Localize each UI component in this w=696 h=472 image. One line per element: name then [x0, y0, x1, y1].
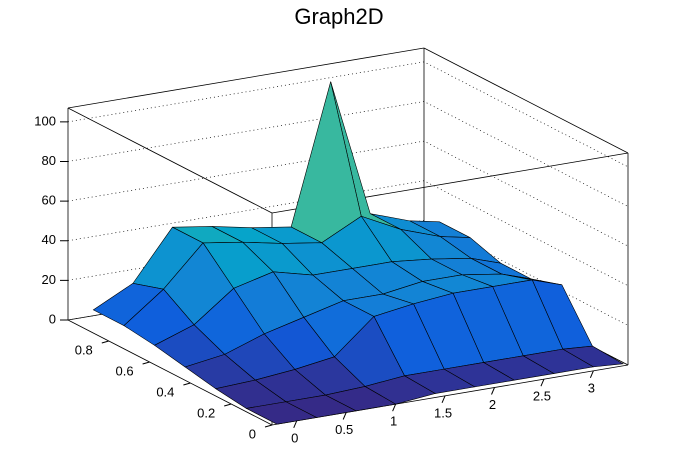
- x-tick-label: 3: [588, 380, 595, 395]
- box-edge: [67, 47, 425, 109]
- z-tick-label: 60: [42, 193, 56, 208]
- grid-line: [67, 101, 629, 207]
- box-edge: [423, 47, 629, 154]
- z-tick-label: 0: [49, 311, 56, 326]
- x-tick-label: 2.5: [533, 389, 551, 404]
- x-tick: [540, 378, 545, 387]
- box-edge: [67, 319, 273, 426]
- x-tick: [491, 387, 495, 395]
- z-tick-label: 80: [42, 153, 56, 168]
- x-tick-label: 1.5: [434, 405, 452, 420]
- box-edge: [67, 107, 273, 214]
- z-tick-label: 20: [42, 272, 56, 287]
- y-tick-label: 0.6: [116, 363, 134, 378]
- chart-title: Graph2D: [294, 4, 383, 29]
- z-tick-label: 100: [34, 113, 56, 128]
- x-tick-label: 0.5: [335, 422, 353, 437]
- y-tick-label: 0: [249, 426, 256, 441]
- x-tick-label: 2: [489, 397, 496, 412]
- y-tick-label: 0.2: [197, 405, 215, 420]
- y-tick-label: 0.4: [156, 384, 174, 399]
- y-tick: [264, 424, 273, 428]
- x-tick: [392, 403, 397, 412]
- grid-line: [67, 180, 629, 287]
- x-tick-label: 0: [291, 430, 298, 445]
- x-tick: [342, 412, 347, 420]
- x-tick: [441, 395, 446, 404]
- z-tick-label: 40: [42, 232, 56, 247]
- grid-line: [67, 140, 629, 247]
- x-tick: [589, 370, 594, 379]
- surface-cell: [245, 401, 318, 425]
- x-tick: [293, 420, 298, 429]
- y-tick: [142, 361, 150, 365]
- y-tick: [183, 382, 191, 386]
- y-tick-label: 0.8: [75, 342, 93, 357]
- grid-line: [67, 61, 629, 168]
- y-tick: [224, 403, 232, 407]
- y-tick: [101, 340, 109, 344]
- x-tick-label: 1: [390, 414, 397, 429]
